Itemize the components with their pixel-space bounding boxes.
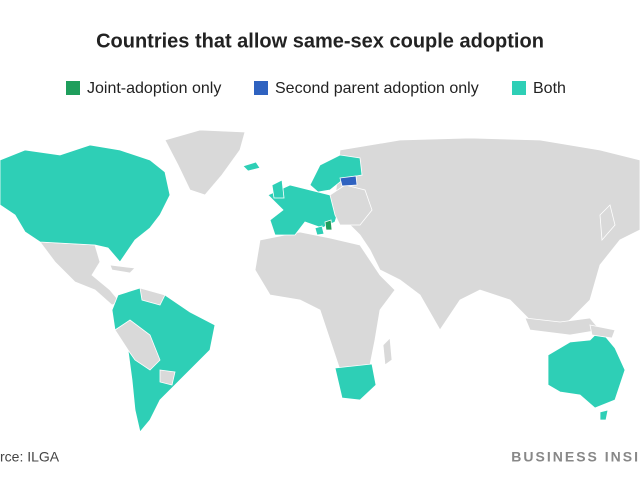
region — [324, 219, 333, 231]
legend-swatch — [66, 81, 80, 95]
legend: Joint-adoption only Second parent adopti… — [66, 80, 566, 97]
region — [599, 409, 609, 421]
legend-label: Second parent adoption only — [275, 80, 479, 97]
land — [164, 129, 246, 196]
land — [139, 287, 166, 306]
legend-label: Joint-adoption only — [87, 80, 221, 97]
region — [0, 144, 171, 263]
land — [39, 241, 121, 306]
region — [547, 329, 626, 409]
land — [254, 231, 396, 371]
source: rce: ILGA — [0, 449, 60, 465]
land — [589, 324, 616, 339]
region — [111, 287, 216, 433]
legend-label: Both — [533, 80, 566, 97]
land — [159, 369, 176, 386]
land — [109, 264, 136, 274]
region — [242, 161, 261, 172]
land — [114, 319, 161, 371]
region — [339, 175, 358, 187]
land — [382, 337, 393, 366]
legend-swatch — [512, 81, 526, 95]
region — [271, 179, 285, 199]
region — [309, 154, 363, 193]
region — [334, 363, 377, 401]
legend-swatch — [254, 81, 268, 95]
world-map — [0, 129, 640, 433]
title: Countries that allow same-sex couple ado… — [96, 30, 544, 52]
land — [599, 204, 616, 241]
brand: BUSINESS INSI — [511, 449, 640, 465]
region — [314, 225, 325, 236]
